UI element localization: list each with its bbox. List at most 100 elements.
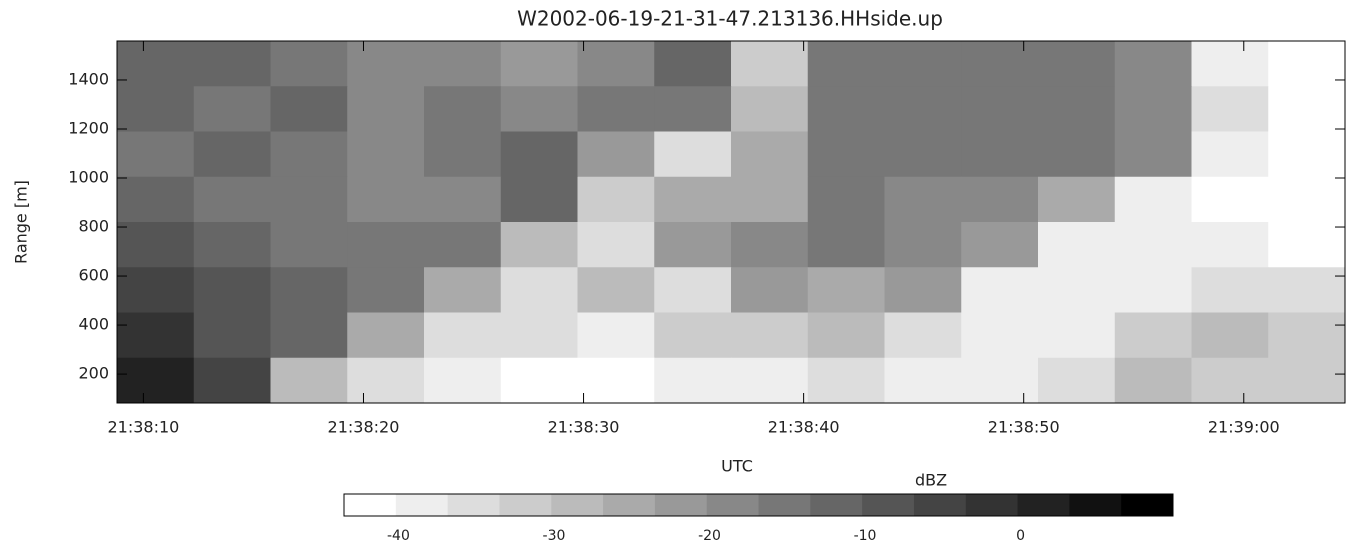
heatmap-cell	[1268, 86, 1346, 132]
heatmap-cell	[270, 222, 348, 268]
heatmap-cell	[1191, 312, 1269, 359]
heatmap-cell	[807, 176, 885, 223]
heatmap-cell	[731, 131, 809, 178]
colorbar-box	[965, 494, 1019, 516]
heatmap-cell	[884, 131, 962, 178]
heatmap-cell	[424, 176, 502, 223]
x-axis-label: UTC	[721, 457, 753, 476]
heatmap-cell	[117, 41, 195, 87]
heatmap-cell	[424, 222, 502, 268]
heatmap-cell	[1114, 86, 1192, 132]
heatmap-cell	[1191, 41, 1269, 87]
colorbar-box	[603, 494, 656, 516]
heatmap-cell	[1038, 357, 1116, 404]
heatmap-cell	[654, 41, 732, 87]
heatmap-cell	[193, 312, 271, 359]
heatmap-cell	[1114, 222, 1192, 268]
heatmap-cell	[1191, 86, 1269, 132]
heatmap-cell	[961, 357, 1039, 404]
heatmap-cell	[807, 131, 885, 178]
x-tick-label: 21:38:30	[548, 418, 620, 437]
heatmap-cell	[1268, 41, 1346, 87]
heatmap-cell	[577, 176, 655, 223]
heatmap-cell	[577, 312, 655, 359]
colorbar-box	[1121, 494, 1174, 516]
heatmap-cell	[961, 222, 1039, 268]
heatmap-cell	[654, 131, 732, 178]
heatmap-cell	[500, 176, 578, 223]
heatmap-cell	[193, 41, 271, 87]
heatmap-cell	[193, 86, 271, 132]
heatmap-cell	[424, 131, 502, 178]
heatmap-cell	[577, 41, 655, 87]
heatmap-cell	[961, 312, 1039, 359]
heatmap-cell	[807, 86, 885, 132]
heatmap-cell	[500, 357, 578, 404]
y-tick-label: 1000	[68, 168, 109, 187]
y-tick-label: 400	[78, 315, 109, 334]
heatmap-cell	[577, 86, 655, 132]
heatmap-cell	[117, 222, 195, 268]
colorbar-box	[1069, 494, 1122, 516]
heatmap-cell	[500, 41, 578, 87]
heatmap-cell	[347, 131, 425, 178]
x-tick-label: 21:38:40	[768, 418, 840, 437]
heatmap-cell	[270, 267, 348, 313]
heatmap-cell	[1114, 41, 1192, 87]
heatmap-cell	[654, 312, 732, 359]
heatmap-cell	[117, 86, 195, 132]
y-tick-label: 1200	[68, 118, 109, 137]
heatmap-cell	[1038, 41, 1116, 87]
heatmap-cell	[884, 41, 962, 87]
heatmap-cell	[1038, 131, 1116, 178]
heatmap-cell	[424, 267, 502, 313]
colorbar-box	[758, 494, 811, 516]
heatmap-cell	[424, 86, 502, 132]
heatmap-cell	[1268, 131, 1346, 178]
y-tick-label: 1400	[68, 69, 109, 88]
heatmap-cell	[807, 357, 885, 404]
colorbar-box	[344, 494, 397, 516]
heatmap-cell	[731, 176, 809, 223]
heatmap-cell	[577, 222, 655, 268]
heatmap-cell	[884, 86, 962, 132]
heatmap-cell	[117, 357, 195, 404]
heatmap-cell	[1038, 86, 1116, 132]
heatmap-cell	[961, 86, 1039, 132]
heatmap-cell	[424, 357, 502, 404]
heatmap-cell	[117, 176, 195, 223]
heatmap-cell	[654, 176, 732, 223]
heatmap-cell	[1114, 176, 1192, 223]
heatmap-cell	[1114, 131, 1192, 178]
colorbar-box	[913, 494, 967, 516]
plot-frame	[116, 40, 1346, 404]
colorbar-box	[810, 494, 863, 516]
heatmap-cell	[270, 357, 348, 404]
heatmap-cell	[1114, 357, 1192, 404]
heatmap-cell	[193, 222, 271, 268]
x-tick-label: 21:38:10	[107, 418, 179, 437]
heatmap-cell	[347, 176, 425, 223]
heatmap-cell	[1191, 222, 1269, 268]
heatmap-cell	[961, 41, 1039, 87]
heatmap-cell	[884, 357, 962, 404]
heatmap-cell	[1268, 357, 1346, 404]
heatmap-cell	[884, 222, 962, 268]
x-tick-label: 21:38:20	[328, 418, 400, 437]
colorbar-tick-label: 0	[1016, 528, 1025, 544]
heatmap-cell	[500, 222, 578, 268]
heatmap-cell	[270, 131, 348, 178]
heatmap-cell	[1038, 176, 1116, 223]
heatmap-cell	[270, 176, 348, 223]
heatmap-cell	[1191, 357, 1269, 404]
x-tick-label: 21:39:00	[1208, 418, 1280, 437]
colorbar-frame	[343, 493, 1174, 517]
heatmap-cell	[1191, 267, 1269, 313]
heatmap-cell	[1038, 222, 1116, 268]
heatmap-cell	[1268, 312, 1346, 359]
heatmap-cell	[577, 131, 655, 178]
colorbar-box	[1017, 494, 1070, 516]
heatmap-cell	[347, 357, 425, 404]
heatmap-cell	[807, 312, 885, 359]
y-tick-label: 800	[78, 217, 109, 236]
